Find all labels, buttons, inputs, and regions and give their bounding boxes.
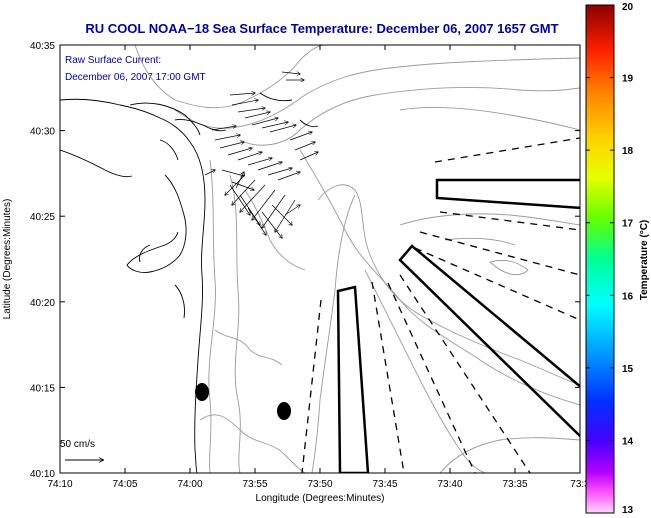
- sector-box-southeast: [398, 244, 580, 438]
- x-tick-label: 73:3: [570, 479, 590, 490]
- colorbar-tick-label: 15: [622, 364, 634, 375]
- x-tick-label: 73:35: [502, 479, 527, 490]
- y-axis: 40:10 40:15 40:20 40:25 40:30 40:35: [30, 41, 580, 480]
- y-tick-label: 40:35: [30, 41, 55, 52]
- y-tick-label: 40:10: [30, 469, 55, 480]
- x-tick-label: 73:50: [307, 479, 332, 490]
- y-tick-label: 40:15: [30, 383, 55, 394]
- colorbar-label: Temperature (°C): [639, 220, 650, 301]
- annotation-current-date: December 06, 2007 17:00 GMT: [65, 72, 206, 83]
- colorbar-tick-label: 17: [622, 219, 634, 230]
- radar-sector-boxes: [301, 137, 580, 473]
- y-axis-label: Latitude (Degrees:Minutes): [2, 199, 13, 320]
- colorbar-tick-label: 20: [622, 2, 634, 13]
- colorbar-tick-label: 14: [622, 436, 634, 447]
- x-tick-label: 74:00: [177, 479, 202, 490]
- colorbar-tick-label: 16: [622, 291, 634, 302]
- y-tick-label: 40:25: [30, 212, 55, 223]
- x-tick-label: 74:05: [112, 479, 137, 490]
- colorbar: [585, 4, 615, 514]
- x-axis: 74:10 74:05 74:00 73:55 73:50 73:45 73:40 73:35…: [47, 45, 590, 490]
- station-marker: [195, 383, 209, 401]
- colorbar-tick-label: 13: [622, 505, 634, 516]
- sector-box-south: [336, 285, 370, 473]
- map-area: [60, 45, 580, 473]
- colorbar-tick-label: 18: [622, 146, 634, 157]
- scale-arrow-label: 50 cm/s: [60, 439, 95, 450]
- x-tick-label: 74:10: [47, 479, 72, 490]
- x-axis-label: Longitude (Degrees:Minutes): [256, 493, 385, 504]
- station-marker: [277, 402, 291, 420]
- x-tick-label: 73:45: [372, 479, 397, 490]
- colorbar-tick-label: 19: [622, 74, 634, 85]
- colorbar-ticks: 13 14 15 16 17 18 19 20: [586, 2, 634, 516]
- x-tick-label: 73:55: [242, 479, 267, 490]
- bathymetry-contours: [134, 45, 580, 473]
- y-tick-label: 40:30: [30, 127, 55, 138]
- annotation-current-label: Raw Surface Current:: [65, 55, 161, 66]
- sector-box-east: [435, 178, 580, 210]
- x-tick-label: 73:40: [437, 479, 462, 490]
- y-tick-label: 40:20: [30, 298, 55, 309]
- surface-current-vectors: [204, 72, 318, 238]
- chart-title: RU COOL NOAA−18 Sea Surface Temperature:…: [85, 21, 558, 36]
- coastline: [60, 92, 319, 473]
